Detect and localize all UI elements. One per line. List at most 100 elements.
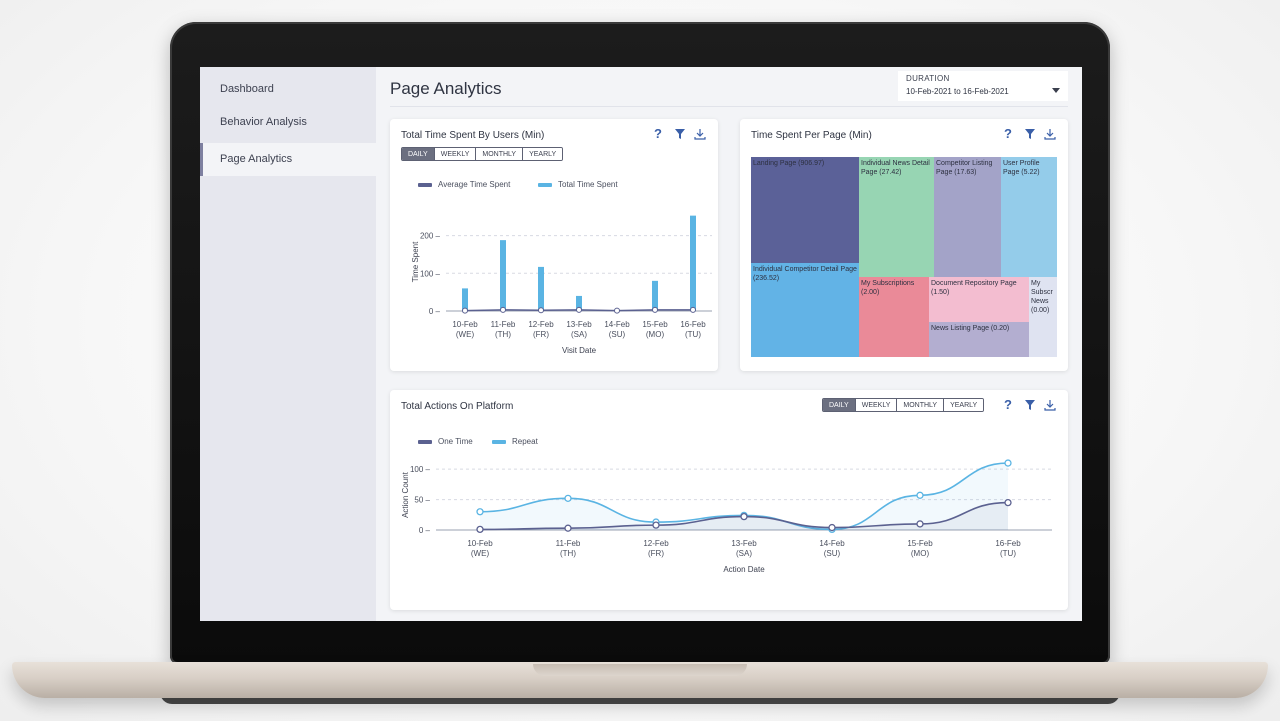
x-tick-label: 16-Feb [680,320,706,329]
x-tick-label: 13-Feb [731,539,757,548]
tab-yearly[interactable]: YEARLY [943,399,984,411]
tab-monthly[interactable]: MONTHLY [896,399,944,411]
card-title: Total Time Spent By Users (Min) [401,130,545,141]
legend-label: Repeat [512,437,539,446]
app-screen: Dashboard Behavior Analysis Page Analyti… [200,67,1082,621]
series-point [1004,498,1012,507]
x-tick-label: (MO) [911,549,930,558]
sidebar: Dashboard Behavior Analysis Page Analyti… [200,67,376,621]
x-tick-label: (MO) [646,330,665,339]
avg-point [462,307,468,314]
y-tick-label: 0 – [419,526,431,535]
legend-swatch [418,440,432,444]
help-icon[interactable]: ? [1004,397,1012,412]
x-tick-label: (FR) [533,330,549,339]
sidebar-item-page-analytics[interactable]: Page Analytics [200,143,376,176]
x-tick-label: (TH) [495,330,511,339]
treemap-cell-competitor-detail[interactable]: Individual Competitor Detail Page (236.5… [751,263,859,357]
tab-yearly[interactable]: YEARLY [522,148,563,160]
y-tick-label: 100 – [420,269,441,278]
series-point [564,494,572,502]
treemap-cell-news-listing[interactable]: News Listing Page (0.20) [929,322,1029,357]
card-toolbar: ? [654,126,706,141]
treemap-cell-user-profile[interactable]: User Profile Page (5.22) [1001,157,1057,277]
treemap-cell-doc-repository[interactable]: Document Repository Page (1.50) [929,277,1029,322]
legend-swatch [492,440,506,444]
chevron-down-icon [1052,88,1060,93]
time-spent-card: Total Time Spent By Users (Min) ? DAILY … [390,119,718,371]
y-tick-label: 200 – [420,232,441,241]
page-time-card: Time Spent Per Page (Min) ? Landing Page… [740,119,1068,371]
avg-point [690,306,696,313]
avg-point [538,307,544,314]
series-point [564,524,572,532]
x-tick-label: 10-Feb [452,320,478,329]
treemap-cell-news-detail[interactable]: Individual News Detail Page (27.42) [859,157,934,277]
series-point [828,523,836,532]
download-icon[interactable] [694,128,706,140]
x-tick-label: (SU) [824,549,841,558]
download-icon[interactable] [1044,399,1056,411]
y-tick-label: 0 – [429,307,441,316]
tab-daily[interactable]: DAILY [402,148,434,160]
avg-point [576,306,582,313]
tab-weekly[interactable]: WEEKLY [854,399,897,411]
duration-select[interactable]: DURATION 10-Feb-2021 to 16-Feb-2021 [898,71,1068,101]
download-icon[interactable] [1044,128,1056,140]
treemap-cell-landing[interactable]: Landing Page (906.97) [751,157,859,263]
card-toolbar: ? [1004,397,1056,412]
card-toolbar: ? [1004,126,1056,141]
help-icon[interactable]: ? [1004,126,1012,141]
series-point [652,521,660,529]
y-tick-label: 50 – [414,496,430,505]
x-tick-label: (WE) [471,549,490,558]
bar [576,295,582,311]
tab-daily[interactable]: DAILY [823,399,855,411]
x-tick-label: (SA) [571,330,587,339]
x-tick-label: 10-Feb [467,539,493,548]
page-title: Page Analytics [390,79,502,98]
filter-icon[interactable] [1024,399,1036,411]
legend-label: One Time [438,437,473,446]
actions-chart: 0 – 50 – 100 – 10-Feb(WE) 11-Feb(TH) 12-Feb(F… [401,437,1052,574]
bar [538,266,544,311]
sidebar-item-behavior-analysis[interactable]: Behavior Analysis [220,116,307,128]
help-icon[interactable]: ? [654,126,662,141]
bar [690,215,696,311]
x-tick-label: 14-Feb [604,320,630,329]
x-tick-label: (TU) [685,330,701,339]
duration-label: DURATION [906,74,950,83]
y-axis-label: Time Spent [411,241,420,282]
x-tick-label: 12-Feb [528,320,554,329]
x-tick-label: (SA) [736,549,752,558]
x-tick-label: 11-Feb [556,539,581,548]
filter-icon[interactable] [674,128,686,140]
duration-value: 10-Feb-2021 to 16-Feb-2021 [906,87,1009,96]
avg-point [500,306,506,313]
x-tick-label: (TH) [560,549,576,558]
treemap-cell-subscr-news[interactable]: My Subscr News (0.00) [1029,277,1057,357]
series-point [740,512,748,521]
treemap-cell-competitor-listing[interactable]: Competitor Listing Page (17.63) [934,157,1001,277]
tab-monthly[interactable]: MONTHLY [475,148,523,160]
series-point [1004,459,1012,467]
x-tick-label: 13-Feb [566,320,592,329]
card-title: Time Spent Per Page (Min) [751,130,872,141]
bar [652,280,658,311]
legend-label: Total Time Spent [558,180,618,189]
x-tick-label: 16-Feb [995,539,1021,548]
filter-icon[interactable] [1024,128,1036,140]
y-axis-label: Action Count [401,471,410,518]
card-title: Total Actions On Platform [401,401,514,412]
tab-weekly[interactable]: WEEKLY [433,148,476,160]
legend-swatch [418,183,432,187]
series-point [476,508,484,516]
treemap-cell-subscriptions[interactable]: My Subscriptions (2.00) [859,277,929,357]
x-tick-label: (TU) [1000,549,1016,558]
x-tick-label: 14-Feb [819,539,845,548]
x-tick-label: (WE) [456,330,475,339]
legend-swatch [538,183,552,187]
x-axis-label: Action Date [723,565,765,574]
series-point [916,491,924,499]
sidebar-item-dashboard[interactable]: Dashboard [220,83,274,95]
